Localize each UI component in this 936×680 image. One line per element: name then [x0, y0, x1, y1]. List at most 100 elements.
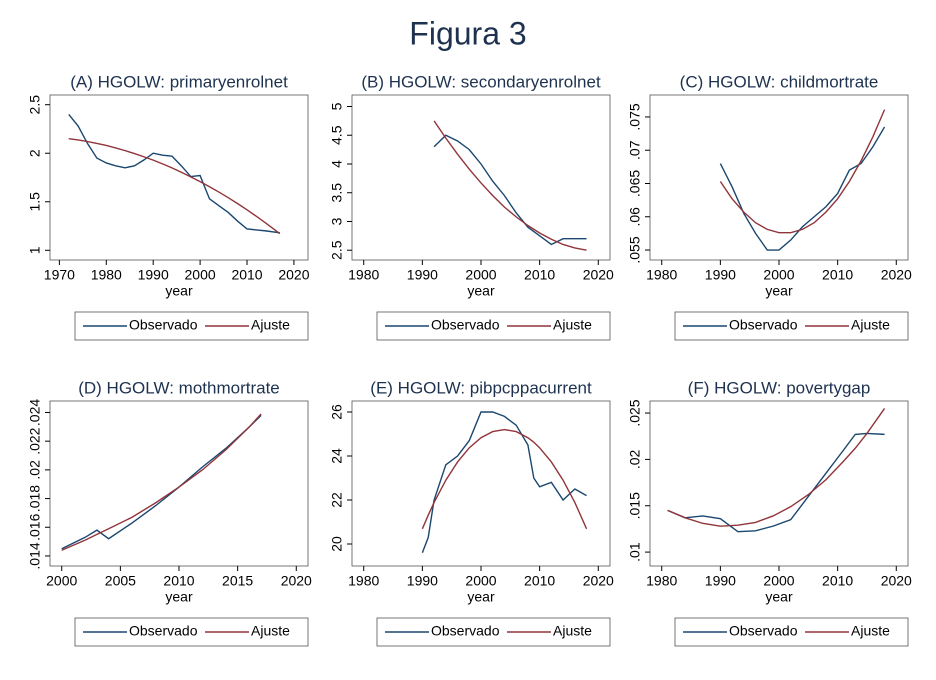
series-line [433, 120, 587, 251]
x-tick-label: 2000 [46, 573, 77, 589]
legend-label: Ajuste [851, 623, 890, 639]
legend-label: Observado [431, 317, 500, 333]
x-tick-label: 2020 [881, 573, 912, 589]
legend-label: Ajuste [553, 623, 592, 639]
x-tick-label: 2000 [465, 573, 496, 589]
y-tick-label: .024 [27, 399, 43, 426]
x-tick-label: 2010 [822, 573, 853, 589]
y-tick-label: .025 [627, 399, 643, 426]
series-line [421, 428, 588, 530]
x-axis-label: year [467, 283, 495, 299]
series-line [61, 413, 262, 551]
legend-label: Ajuste [251, 317, 290, 333]
x-tick-label: 2020 [583, 573, 614, 589]
series-line [421, 411, 587, 554]
x-tick-label: 2000 [763, 573, 794, 589]
y-tick-label: 24 [329, 448, 345, 464]
x-tick-label: 1990 [138, 267, 169, 283]
plot-frame [351, 94, 611, 261]
y-tick-label: .018 [27, 485, 43, 512]
y-tick-label: 3 [329, 217, 345, 225]
y-tick-label: 5 [329, 102, 345, 110]
x-axis-label: year [765, 589, 793, 605]
y-tick-label: 2.5 [27, 95, 43, 115]
series-line [433, 134, 587, 246]
panel-title: (C) HGOLW: childmortrate [680, 72, 879, 91]
y-tick-label: 20 [329, 536, 345, 552]
x-tick-label: 2010 [524, 573, 555, 589]
y-tick-label: .07 [627, 140, 643, 160]
y-tick-label: 22 [329, 492, 345, 508]
x-tick-label: 1980 [348, 573, 379, 589]
y-tick-label: 2 [27, 149, 43, 157]
legend-label: Observado [729, 317, 798, 333]
y-tick-label: .015 [627, 492, 643, 519]
x-tick-label: 2020 [281, 573, 312, 589]
y-tick-label: 1.5 [27, 192, 43, 212]
x-axis-label: year [165, 283, 193, 299]
x-axis-label: year [165, 589, 193, 605]
x-tick-label: 2020 [583, 267, 614, 283]
x-tick-label: 1990 [705, 573, 736, 589]
x-tick-label: 2000 [465, 267, 496, 283]
x-tick-label: 2010 [524, 267, 555, 283]
plot-frame [649, 94, 909, 261]
x-tick-label: 1980 [348, 267, 379, 283]
plot-frame [49, 400, 309, 567]
y-tick-label: 4 [329, 160, 345, 168]
panel-title: (D) HGOLW: mothmortrate [78, 378, 280, 397]
x-tick-label: 1980 [91, 267, 122, 283]
series-line [667, 408, 886, 527]
x-tick-label: 1980 [646, 573, 677, 589]
y-tick-label: .022 [27, 427, 43, 454]
series-line [719, 126, 886, 251]
legend-label: Observado [129, 317, 198, 333]
y-tick-label: 3.5 [329, 183, 345, 203]
legend-label: Ajuste [251, 623, 290, 639]
y-tick-label: 1 [27, 246, 43, 254]
panel-title: (B) HGOLW: secondaryenrolnet [361, 72, 601, 91]
y-tick-label: .065 [627, 170, 643, 197]
x-axis-label: year [765, 283, 793, 299]
series-line [68, 113, 280, 234]
legend-label: Observado [129, 623, 198, 639]
panel-title: (F) HGOLW: povertygap [688, 378, 871, 397]
y-tick-label: .014 [27, 542, 43, 569]
plot-frame [49, 94, 309, 261]
y-tick-label: 26 [329, 404, 345, 420]
series-line [667, 432, 885, 533]
y-tick-label: 4.5 [329, 125, 345, 145]
x-tick-label: 2005 [105, 573, 136, 589]
y-tick-label: .02 [627, 449, 643, 469]
x-tick-label: 2020 [278, 267, 309, 283]
y-tick-label: 2.5 [329, 240, 345, 260]
x-tick-label: 2010 [231, 267, 262, 283]
x-axis-label: year [467, 589, 495, 605]
x-tick-label: 2000 [763, 267, 794, 283]
series-line [68, 137, 281, 235]
x-tick-label: 2000 [185, 267, 216, 283]
legend-label: Ajuste [553, 317, 592, 333]
y-tick-label: .075 [627, 103, 643, 130]
x-tick-label: 1990 [705, 267, 736, 283]
plot-frame [351, 400, 611, 567]
x-tick-label: 2015 [222, 573, 253, 589]
x-tick-label: 2010 [822, 267, 853, 283]
x-tick-label: 1990 [407, 267, 438, 283]
panel-title: (A) HGOLW: primaryenrolnet [70, 72, 288, 91]
x-tick-label: 2020 [881, 267, 912, 283]
x-tick-label: 2010 [163, 573, 194, 589]
legend-label: Observado [431, 623, 500, 639]
plot-frame [649, 400, 909, 567]
figure-title: Figura 3 [409, 15, 526, 51]
series-line [719, 109, 886, 234]
legend-label: Observado [729, 623, 798, 639]
x-tick-label: 1980 [646, 267, 677, 283]
x-tick-label: 1970 [44, 267, 75, 283]
y-tick-label: .055 [627, 236, 643, 263]
y-tick-label: .02 [27, 460, 43, 480]
y-tick-label: .01 [627, 542, 643, 562]
x-tick-label: 1990 [407, 573, 438, 589]
legend-label: Ajuste [851, 317, 890, 333]
